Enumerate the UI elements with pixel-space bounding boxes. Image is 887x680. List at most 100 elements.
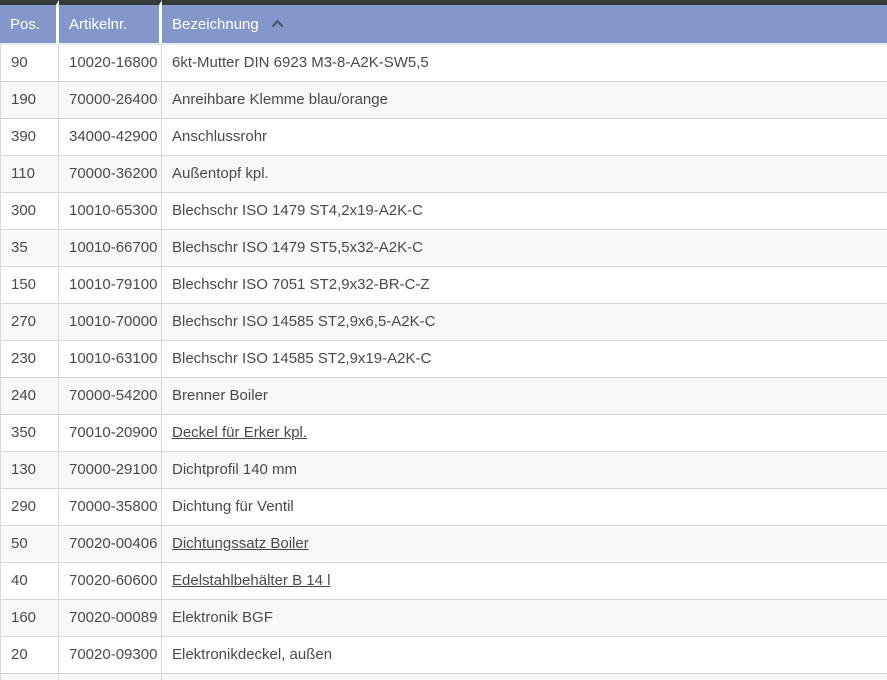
table-row: 390 34000-42900 Anschlussrohr <box>0 119 887 156</box>
column-header-artikelnr-label: Artikelnr. <box>69 15 128 33</box>
table-row: 90 10020-16800 6kt-Mutter DIN 6923 M3-8-… <box>0 45 887 82</box>
cell-bezeichnung: Deckel für Erker kpl. <box>162 415 887 452</box>
cell-bezeichnung-text: Blechschr ISO 7051 ST2,9x32-BR-C-Z <box>172 276 430 293</box>
cell-artikelnr: 70020-09300 <box>59 637 162 674</box>
table-row: 130 70000-29100 Dichtprofil 140 mm <box>0 452 887 489</box>
table-row: 50 70020-00406 Dichtungssatz Boiler <box>0 526 887 563</box>
cell-bezeichnung: Blechschr ISO 1479 ST4,2x19-A2K-C <box>162 193 887 230</box>
cell-bezeichnung: Brenner Boiler <box>162 378 887 415</box>
cell-pos: 150 <box>0 267 59 304</box>
cell-artikelnr: 70020-60600 <box>59 563 162 600</box>
cell-bezeichnung: Blechschr ISO 14585 ST2,9x6,5-A2K-C <box>162 304 887 341</box>
cell-pos: 190 <box>0 82 59 119</box>
cell-bezeichnung: Dichtung für Ventil <box>162 489 887 526</box>
cell-pos: 50 <box>0 526 59 563</box>
cell-artikelnr: 70000-29100 <box>59 452 162 489</box>
cell-pos: 390 <box>0 119 59 156</box>
cell-artikelnr: 70000-35800 <box>59 489 162 526</box>
cell-pos: 90 <box>0 45 59 82</box>
cell-bezeichnung-text: 6kt-Mutter DIN 6923 M3-8-A2K-SW5,5 <box>172 54 429 71</box>
column-header-artikelnr[interactable]: Artikelnr. <box>59 0 162 45</box>
chevron-up-icon <box>271 15 284 32</box>
cell-pos: 350 <box>0 415 59 452</box>
cell-bezeichnung-text: Anreihbare Klemme blau/orange <box>172 91 388 108</box>
table-row: 290 70000-35800 Dichtung für Ventil <box>0 489 887 526</box>
cell-pos: 300 <box>0 193 59 230</box>
table-row: 350 70010-20900 Deckel für Erker kpl. <box>0 415 887 452</box>
cell-artikelnr: 70020-00406 <box>59 526 162 563</box>
cell-pos: 230 <box>0 341 59 378</box>
cell-pos: 160 <box>0 600 59 637</box>
cell-bezeichnung-text: Anschlussrohr <box>172 128 268 145</box>
cell-pos: 240 <box>0 378 59 415</box>
cell-bezeichnung: 6kt-Mutter DIN 6923 M3-8-A2K-SW5,5 <box>162 45 887 82</box>
cell-artikelnr: 70000-36200 <box>59 156 162 193</box>
cell-bezeichnung: Blechschr ISO 7051 ST2,9x32-BR-C-Z <box>162 267 887 304</box>
cell-bezeichnung: Blechschr ISO 1479 ST5,5x32-A2K-C <box>162 230 887 267</box>
table-row: 20 70020-09300 Elektronikdeckel, außen <box>0 637 887 674</box>
cell-pos: 20 <box>0 637 59 674</box>
cell-artikelnr: 10010-79100 <box>59 267 162 304</box>
cell-bezeichnung-text: Blechschr ISO 14585 ST2,9x6,5-A2K-C <box>172 313 436 330</box>
cell-bezeichnung: Elektronik BGF <box>162 600 887 637</box>
cell-bezeichnung <box>162 674 887 680</box>
column-header-bezeichnung-label: Bezeichnung <box>172 16 259 33</box>
cell-bezeichnung: Anschlussrohr <box>162 119 887 156</box>
cell-pos: 270 <box>0 304 59 341</box>
cell-artikelnr: 70020-00089 <box>59 600 162 637</box>
column-header-pos[interactable]: Pos. <box>0 0 59 45</box>
table-row: 270 10010-70000 Blechschr ISO 14585 ST2,… <box>0 304 887 341</box>
cell-bezeichnung: Dichtungssatz Boiler <box>162 526 887 563</box>
cell-bezeichnung: Dichtprofil 140 mm <box>162 452 887 489</box>
cell-bezeichnung-text: Dichtung für Ventil <box>172 498 294 515</box>
cell-bezeichnung: Edelstahlbehälter B 14 l <box>162 563 887 600</box>
cell-artikelnr: 10010-70000 <box>59 304 162 341</box>
cell-bezeichnung: Elektronikdeckel, außen <box>162 637 887 674</box>
cell-pos: 130 <box>0 452 59 489</box>
table-row <box>0 674 887 680</box>
cell-artikelnr: 10020-16800 <box>59 45 162 82</box>
cell-bezeichnung-link[interactable]: Dichtungssatz Boiler <box>172 535 309 552</box>
cell-bezeichnung-text: Blechschr ISO 14585 ST2,9x19-A2K-C <box>172 350 432 367</box>
cell-artikelnr: 70000-54200 <box>59 378 162 415</box>
table-row: 40 70020-60600 Edelstahlbehälter B 14 l <box>0 563 887 600</box>
table-row: 240 70000-54200 Brenner Boiler <box>0 378 887 415</box>
cell-bezeichnung-text: Dichtprofil 140 mm <box>172 461 298 478</box>
table-row: 190 70000-26400 Anreihbare Klemme blau/o… <box>0 82 887 119</box>
cell-bezeichnung-text: Blechschr ISO 1479 ST5,5x32-A2K-C <box>172 239 423 256</box>
table-row: 300 10010-65300 Blechschr ISO 1479 ST4,2… <box>0 193 887 230</box>
cell-bezeichnung-link[interactable]: Edelstahlbehälter B 14 l <box>172 572 331 589</box>
cell-artikelnr: 10010-63100 <box>59 341 162 378</box>
cell-artikelnr: 10010-66700 <box>59 230 162 267</box>
table-body: 90 10020-16800 6kt-Mutter DIN 6923 M3-8-… <box>0 45 887 680</box>
cell-artikelnr: 10010-65300 <box>59 193 162 230</box>
cell-artikelnr: 70010-20900 <box>59 415 162 452</box>
table-row: 150 10010-79100 Blechschr ISO 7051 ST2,9… <box>0 267 887 304</box>
cell-artikelnr: 34000-42900 <box>59 119 162 156</box>
table-header: Pos. Artikelnr. Bezeichnung <box>0 0 887 45</box>
cell-bezeichnung: Außentopf kpl. <box>162 156 887 193</box>
cell-bezeichnung-text: Elektronikdeckel, außen <box>172 646 333 663</box>
table-row: 230 10010-63100 Blechschr ISO 14585 ST2,… <box>0 341 887 378</box>
column-header-bezeichnung[interactable]: Bezeichnung <box>162 0 887 45</box>
table-row: 160 70020-00089 Elektronik BGF <box>0 600 887 637</box>
cell-bezeichnung: Anreihbare Klemme blau/orange <box>162 82 887 119</box>
cell-pos: 110 <box>0 156 59 193</box>
cell-pos: 40 <box>0 563 59 600</box>
cell-artikelnr: 70000-26400 <box>59 82 162 119</box>
table-row: 35 10010-66700 Blechschr ISO 1479 ST5,5x… <box>0 230 887 267</box>
cell-bezeichnung: Blechschr ISO 14585 ST2,9x19-A2K-C <box>162 341 887 378</box>
column-header-pos-label: Pos. <box>10 15 41 33</box>
cell-bezeichnung-link[interactable]: Deckel für Erker kpl. <box>172 424 308 441</box>
cell-bezeichnung-text: Elektronik BGF <box>172 609 273 626</box>
cell-bezeichnung-text: Blechschr ISO 1479 ST4,2x19-A2K-C <box>172 202 423 219</box>
cell-bezeichnung-text: Außentopf kpl. <box>172 165 269 182</box>
cell-bezeichnung-text: Brenner Boiler <box>172 387 268 404</box>
cell-pos <box>0 674 59 680</box>
cell-pos: 35 <box>0 230 59 267</box>
cell-pos: 290 <box>0 489 59 526</box>
table-row: 110 70000-36200 Außentopf kpl. <box>0 156 887 193</box>
header-row: Pos. Artikelnr. Bezeichnung <box>0 0 887 45</box>
